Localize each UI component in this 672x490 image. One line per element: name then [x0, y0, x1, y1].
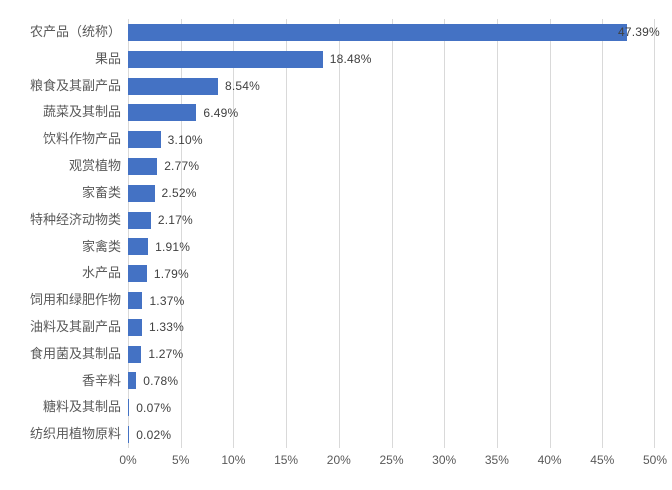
value-label: 1.33% [149, 320, 185, 335]
value-label: 1.91% [155, 239, 191, 254]
x-tick-label: 45% [590, 453, 615, 467]
value-label: 47.39% [618, 25, 660, 40]
bar [128, 426, 130, 444]
category-label: 果品 [94, 50, 121, 66]
bar [128, 211, 151, 229]
value-label: 0.07% [136, 400, 172, 415]
plot-area: 47.39% 18.48% 8.54% 6.49% 3.10% 2.77% 2.52% 2.1… [128, 19, 660, 448]
value-label: 2.52% [161, 186, 197, 201]
x-tick-label: 5% [172, 453, 190, 467]
category-label: 饮料作物产品 [42, 131, 121, 147]
gridline [180, 19, 182, 448]
bar [128, 318, 143, 336]
value-label: 3.10% [167, 132, 203, 147]
value-label: 18.48% [329, 52, 372, 67]
gridline [444, 19, 446, 448]
value-label: 2.77% [164, 159, 200, 174]
category-label: 水产品 [81, 265, 121, 281]
x-tick-label: 10% [221, 453, 246, 467]
value-label: 8.54% [225, 79, 261, 94]
category-label: 食用菌及其制品 [29, 345, 121, 361]
bar [128, 23, 628, 41]
bar [128, 372, 137, 390]
bar [128, 345, 142, 363]
x-tick-label: 35% [484, 453, 509, 467]
bar-row: 1.27% [128, 341, 655, 368]
x-tick-label: 15% [274, 453, 299, 467]
bar-row: 1.91% [128, 234, 655, 261]
bar-row: 8.54% [128, 73, 655, 100]
category-label: 饲用和绿肥作物 [29, 292, 121, 308]
gridline [654, 19, 655, 448]
value-label: 1.79% [153, 266, 189, 281]
bar-row: 2.52% [128, 180, 655, 207]
category-label: 油料及其副产品 [29, 318, 121, 334]
x-tick-label: 25% [379, 453, 404, 467]
bar-row: 0.07% [128, 394, 655, 421]
x-tick-label: 20% [326, 453, 351, 467]
bar-row: 18.48% [128, 46, 655, 73]
bar-row: 1.79% [128, 260, 655, 287]
bar-row: 1.37% [128, 287, 655, 314]
category-label: 家畜类 [81, 184, 121, 200]
bar-row: 2.17% [128, 207, 655, 234]
category-label: 糖料及其制品 [42, 399, 121, 415]
value-label: 1.27% [148, 347, 184, 362]
bar [128, 157, 158, 175]
category-label: 观赏植物 [68, 158, 121, 174]
category-label: 家禽类 [81, 238, 121, 254]
gridline [286, 19, 288, 448]
category-label: 特种经济动物类 [29, 211, 121, 227]
category-label: 蔬菜及其制品 [42, 104, 121, 120]
category-label: 农产品（统称） [29, 24, 121, 39]
bar [128, 238, 149, 256]
value-label: 1.37% [149, 293, 185, 308]
bar [128, 50, 323, 68]
category-label: 香辛料 [81, 372, 121, 388]
bar [128, 265, 147, 283]
bar [128, 131, 161, 149]
category-axis: 农产品（统称） 果品粮食及其副产品蔬菜及其制品 饮料作物产品观赏植物家畜类特种经济动… [0, 19, 121, 448]
gridline [338, 19, 340, 448]
value-label: 6.49% [203, 105, 239, 120]
x-tick-label: 50% [642, 453, 668, 467]
bar [128, 77, 218, 95]
value-label: 2.17% [157, 213, 193, 228]
x-tick-label: 40% [537, 453, 562, 467]
gridline [391, 19, 393, 448]
bar [128, 292, 143, 310]
bar-row: 0.02% [128, 421, 655, 448]
gridline [496, 19, 498, 448]
bar-row: 0.78% [128, 368, 655, 395]
gridline [233, 19, 235, 448]
x-tick-label: 0% [119, 453, 137, 467]
bar [128, 184, 155, 202]
bar-row: 2.77% [128, 153, 655, 180]
bar [128, 399, 130, 417]
bar-row: 1.33% [128, 314, 655, 341]
bar-row: 3.10% [128, 126, 655, 153]
value-label: 0.02% [136, 427, 172, 442]
value-axis: 0% 5% 10% 15% 20% 25% 30% 35% 40% 45% 50% [119, 453, 667, 473]
x-tick-label: 30% [432, 453, 457, 467]
bar-row: 6.49% [128, 99, 655, 126]
bar [128, 104, 197, 122]
gridline [602, 19, 604, 448]
category-label: 纺织用植物原料 [29, 426, 121, 442]
gridline [549, 19, 551, 448]
value-label: 0.78% [143, 373, 179, 388]
category-label: 粮食及其副产品 [29, 77, 121, 93]
bar-row: 47.39% [128, 19, 660, 46]
gridline [128, 19, 129, 448]
